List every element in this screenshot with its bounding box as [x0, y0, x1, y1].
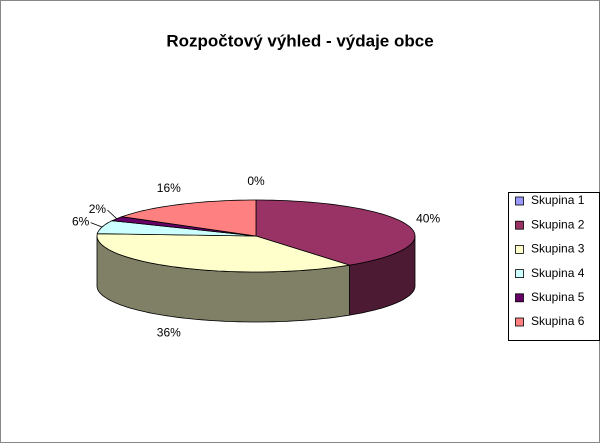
data-label: 36%: [157, 325, 181, 339]
slice: [121, 199, 257, 237]
data-label: 6%: [72, 215, 90, 229]
data-label: 0%: [247, 174, 265, 188]
legend-swatch: [515, 269, 524, 279]
legend-swatch: [515, 220, 524, 230]
slice: [255, 199, 416, 266]
legend-label: Skupina 5: [531, 290, 585, 304]
legend-label: Skupina 6: [531, 314, 585, 328]
chart-title: Rozpočtový výhled - výdaje obce: [166, 31, 433, 50]
legend-swatch: [515, 293, 524, 303]
legend-label: Skupina 4: [531, 266, 585, 280]
data-label: 2%: [89, 202, 107, 216]
leader-line: [90, 222, 103, 228]
legend-box: [508, 192, 600, 341]
legend-swatch: [515, 244, 524, 254]
legend-label: Skupina 3: [531, 242, 585, 256]
leader-line: [107, 209, 117, 219]
legend-swatch: [515, 196, 524, 206]
legend-label: Skupina 1: [531, 193, 585, 207]
legend-label: Skupina 2: [531, 217, 585, 231]
legend-swatch: [515, 317, 524, 327]
data-label: 40%: [416, 211, 440, 225]
slice: [96, 233, 350, 273]
data-label: 16%: [157, 181, 181, 195]
